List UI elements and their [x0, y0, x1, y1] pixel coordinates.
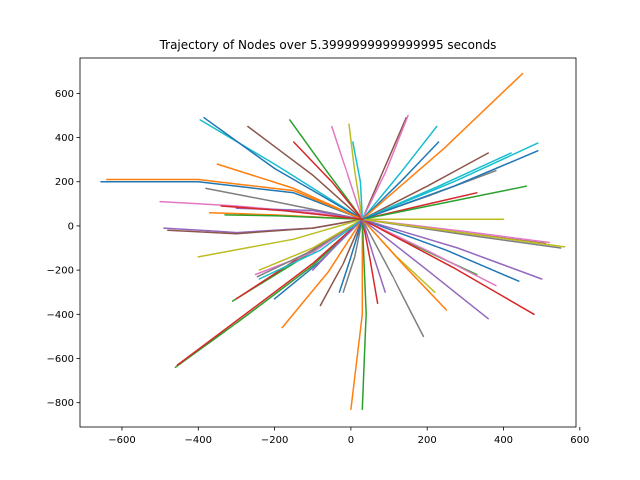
y-tick-label: −200 [47, 266, 74, 277]
series-layer [100, 72, 566, 411]
trajectory-line [203, 116, 364, 221]
trajectory-line [361, 142, 539, 221]
x-tick-label: −400 [185, 435, 212, 446]
y-tick-label: 0 [68, 221, 74, 232]
trajectory-line [361, 152, 489, 221]
trajectory-line [361, 218, 566, 248]
plot-frame [79, 57, 577, 428]
trajectory-line [361, 218, 379, 305]
y-tick-label: 600 [55, 89, 74, 100]
trajectory-line [331, 125, 364, 221]
y-axis: −800 −600 −400 −200 0 200 400 600 [47, 89, 80, 409]
trajectory-line [361, 141, 440, 221]
trajectory-line [361, 114, 409, 221]
trajectory-line [338, 218, 364, 293]
x-tick-label: 400 [494, 435, 513, 446]
trajectory-line [281, 218, 364, 329]
trajectory-line [105, 178, 364, 221]
trajectory-line [216, 163, 364, 221]
y-tick-label: −800 [47, 398, 74, 409]
y-tick-label: −600 [47, 354, 74, 365]
trajectory-line [167, 218, 364, 235]
trajectory-line [311, 218, 364, 271]
trajectory-line [361, 72, 524, 221]
trajectory-line [220, 205, 364, 221]
trajectory-line [247, 125, 364, 221]
trajectory-line [292, 141, 364, 221]
trajectory-line [361, 218, 543, 280]
x-tick-label: 200 [418, 435, 437, 446]
trajectory-line [342, 218, 364, 293]
trajectory-line [199, 119, 364, 221]
trajectory-line [361, 218, 386, 293]
trajectory-line [361, 218, 535, 316]
x-tick-label: −600 [108, 435, 135, 446]
trajectory-line [350, 218, 364, 411]
trajectory-line [352, 141, 364, 221]
chart-title: Trajectory of Nodes over 5.3999999999999… [159, 38, 497, 52]
trajectory-line [258, 218, 364, 280]
x-tick-label: 600 [570, 435, 589, 446]
y-tick-label: 200 [55, 177, 74, 188]
trajectory-line [100, 180, 364, 221]
trajectory-line [258, 218, 364, 271]
trajectory-line [197, 218, 364, 258]
trajectory-line [361, 150, 539, 221]
x-tick-label: 0 [348, 435, 354, 446]
trajectory-line [361, 218, 520, 282]
trajectory-line [361, 185, 528, 221]
trajectory-line [348, 123, 364, 221]
y-tick-label: −400 [47, 310, 74, 321]
trajectory-line [176, 218, 364, 366]
trajectory-line [224, 214, 364, 221]
y-tick-label: 400 [55, 133, 74, 144]
trajectory-line [361, 218, 367, 411]
trajectory-line [174, 218, 364, 369]
trajectory-line [361, 218, 448, 311]
x-axis: −600 −400 −200 0 200 400 600 [108, 427, 589, 446]
trajectory-line [361, 218, 489, 320]
trajectory-line [361, 218, 425, 338]
trajectory-line [319, 218, 364, 307]
x-tick-label: −200 [261, 435, 288, 446]
trajectory-line [361, 125, 438, 221]
